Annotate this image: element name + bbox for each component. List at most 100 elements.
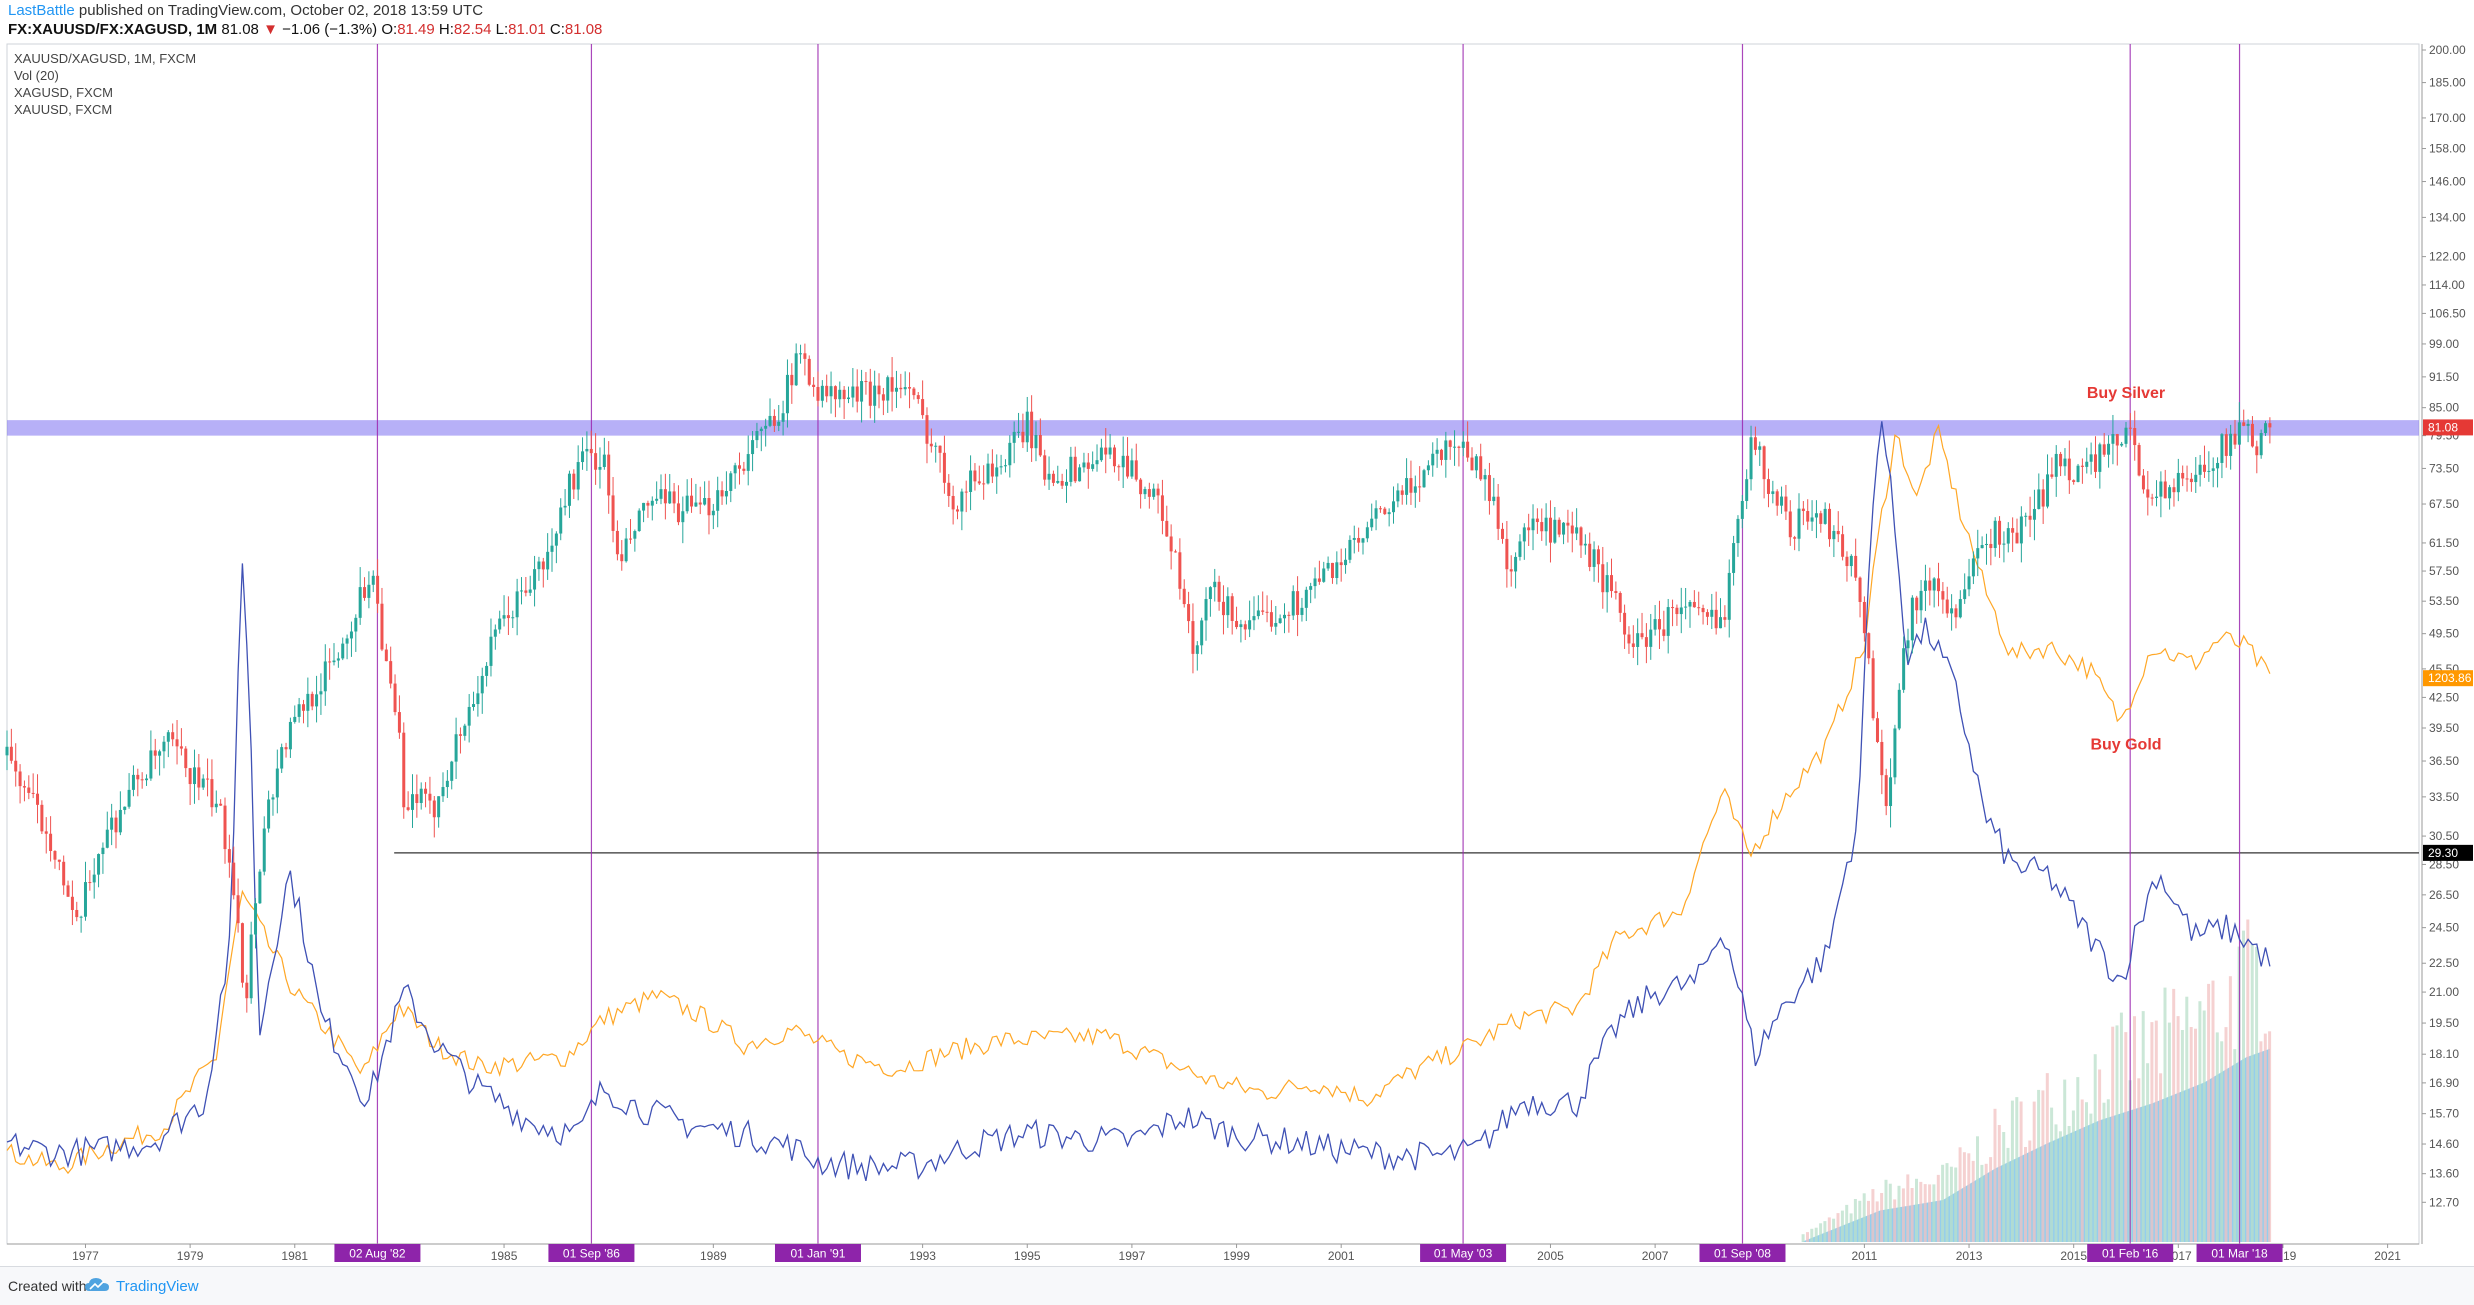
candle-body [1984, 543, 1988, 546]
candle-body [681, 511, 685, 523]
tradingview-cloud-icon[interactable] [84, 1276, 110, 1294]
volume-bar [1910, 1188, 1914, 1242]
time-tick-label: 1977 [72, 1249, 99, 1263]
candle-body [432, 800, 436, 818]
candle-body [1208, 587, 1212, 600]
candle-body [345, 638, 349, 644]
candle-body [2093, 454, 2097, 472]
price-tick-label: 91.50 [2429, 370, 2459, 384]
candle-body [158, 751, 162, 756]
volume-bar [2037, 1089, 2041, 1242]
candle-body [123, 806, 127, 810]
event-label: 01 Sep '86 [563, 1247, 620, 1261]
candle-body [1723, 617, 1727, 620]
candle-body [36, 793, 40, 805]
candle-body [97, 854, 101, 875]
candle-body [2211, 468, 2215, 471]
volume-bar [1858, 1200, 1862, 1242]
candle-body [1675, 607, 1679, 615]
candle-body [1514, 556, 1518, 572]
candle-body [1400, 490, 1404, 495]
candle-body [1766, 479, 1770, 494]
candle-body [1147, 489, 1151, 497]
candle-body [297, 704, 301, 717]
volume-bar [1827, 1217, 1831, 1242]
candle-body [1971, 558, 1975, 577]
candle-body [908, 387, 912, 389]
candle-body [1945, 599, 1949, 614]
price-chart[interactable]: Buy Silver Buy Gold 200.00 185.00 170.00 158… [0, 0, 2474, 1266]
candle-body [2242, 422, 2246, 426]
candle-body [1775, 491, 1779, 506]
candle-body [1732, 543, 1736, 573]
volume-bar [1836, 1213, 1840, 1242]
down-arrow-icon: ▼ [263, 21, 278, 38]
volume-bar [1806, 1232, 1809, 1242]
candle-body [1963, 589, 1967, 600]
candle-body [258, 871, 262, 904]
resistance-band[interactable] [7, 420, 2419, 436]
candle-body [2067, 458, 2071, 481]
candle-body [1313, 578, 1317, 587]
candle-body [1710, 609, 1714, 617]
candle-body [1496, 496, 1500, 529]
candle-body [1640, 633, 1644, 638]
volume-bar [1880, 1193, 1884, 1242]
candle-body [1344, 559, 1348, 566]
candle-body [397, 712, 401, 733]
candle-body [563, 505, 567, 508]
candle-body [1095, 460, 1099, 465]
candle-body [2133, 428, 2137, 446]
price-tick-label: 49.50 [2429, 627, 2459, 641]
time-tick-label: 2001 [1328, 1249, 1355, 1263]
tradingview-link[interactable]: TradingView [116, 1278, 199, 1295]
candle-body [406, 807, 410, 810]
candle-body [2124, 427, 2128, 444]
candle-body [1348, 539, 1352, 560]
price-axis[interactable]: 200.00 185.00 170.00 158.00 146.00 134.00 122.… [2421, 43, 2473, 1244]
candle-body [2111, 434, 2115, 444]
publisher-link[interactable]: LastBattle [8, 2, 75, 19]
volume-bar [1919, 1181, 1923, 1242]
candle-body [2198, 464, 2202, 475]
time-tick-label: 2005 [1537, 1249, 1564, 1263]
volume-bar [2233, 1049, 2237, 1242]
candle-body [511, 617, 515, 619]
volume-bar [2041, 1090, 2045, 1242]
candle-body [2250, 423, 2254, 447]
candle-body [716, 490, 720, 511]
event-label: 01 Mar '18 [2211, 1247, 2268, 1261]
candle-body [467, 706, 471, 726]
candle-body [1073, 456, 1077, 482]
candle-body [1823, 508, 1827, 524]
candle-body [1361, 538, 1365, 543]
candle-body [986, 463, 990, 484]
price-tick-label: 122.00 [2429, 250, 2466, 264]
candle-body [1501, 528, 1505, 539]
candle-body [1605, 575, 1609, 593]
candle-body [1025, 411, 1029, 443]
candle-body [1003, 465, 1007, 467]
candle-body [454, 734, 458, 762]
legend-entry: XAUUSD/XAGUSD, 1M, FXCM [14, 51, 196, 66]
candle-body [1439, 449, 1443, 460]
candle-body [1657, 619, 1661, 630]
candle-body [1121, 455, 1125, 468]
candle-body [2128, 427, 2132, 429]
candle-body [18, 771, 22, 787]
volume-bar [2006, 1147, 2010, 1242]
candle-body [1160, 495, 1164, 521]
candle-body [1326, 562, 1330, 569]
candle-body [2063, 458, 2067, 467]
volume-bar [2019, 1101, 2023, 1242]
candle-body [1143, 489, 1147, 495]
candle-body [1217, 581, 1221, 602]
candle-body [2137, 445, 2141, 476]
candle-body [145, 778, 149, 781]
candle-body [785, 374, 789, 414]
candle-body [1008, 442, 1012, 466]
candle-body [2181, 472, 2185, 479]
time-tick-label: 1989 [700, 1249, 727, 1263]
candle-body [873, 385, 877, 406]
candle-body [1527, 527, 1531, 531]
